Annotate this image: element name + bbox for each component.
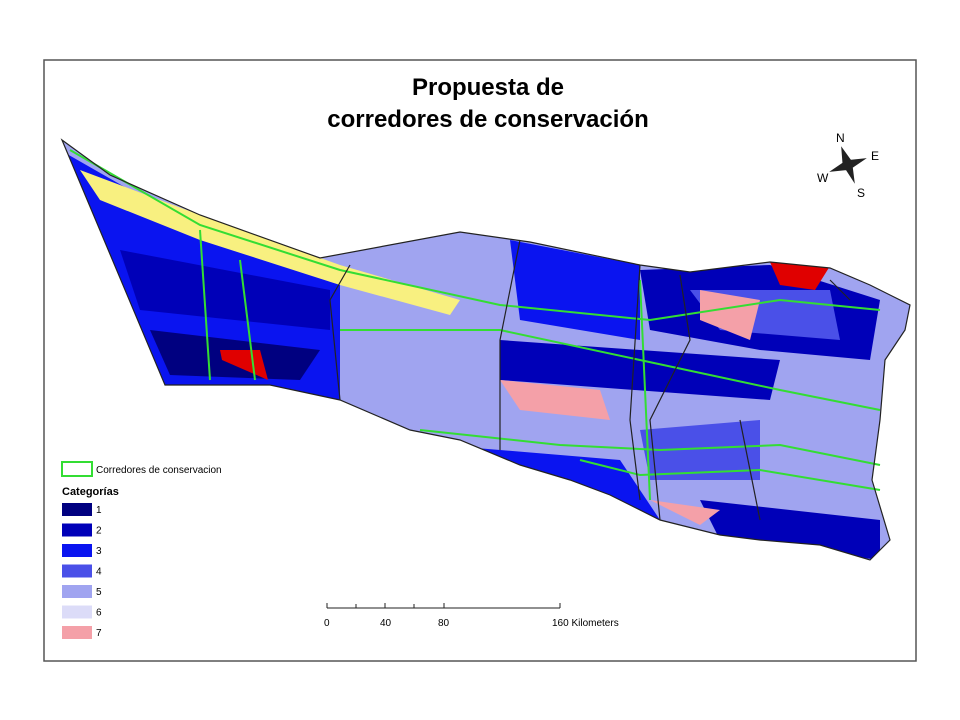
legend-label: 3 (96, 546, 102, 557)
legend-label: Corredores de conservacion (96, 465, 222, 476)
legend-swatch (62, 564, 92, 578)
compass-label: S (857, 186, 865, 200)
scale-label: 0 (324, 618, 330, 629)
compass-label: E (871, 149, 879, 163)
boundaries (60, 138, 911, 561)
scale-label: 160 Kilometers (552, 618, 619, 629)
corridors (69, 149, 881, 501)
legend-swatch (62, 626, 92, 639)
scale-label: 80 (438, 618, 450, 629)
compass: N E S W (817, 131, 879, 200)
title-line: corredores de conservación (327, 106, 648, 133)
legend-label: 6 (96, 608, 102, 619)
legend-label: 1 (96, 505, 102, 516)
legend-swatch (61, 461, 93, 477)
legend-swatch (62, 503, 92, 516)
legend-heading: Categorías (62, 486, 119, 498)
compass-label: N (836, 131, 845, 145)
legend-label: 4 (96, 567, 102, 578)
legend-label: 7 (96, 628, 102, 639)
scale-label: 40 (380, 618, 392, 629)
scale-bar (326, 603, 561, 609)
compass-label: W (817, 171, 829, 185)
legend-swatch (62, 523, 92, 537)
legend-label: 2 (96, 526, 102, 537)
legend-swatch (62, 605, 92, 619)
legend-swatch (62, 544, 92, 557)
title-line: Propuesta de (412, 74, 564, 101)
legend-label: 5 (96, 587, 102, 598)
legend-swatch (62, 585, 92, 598)
